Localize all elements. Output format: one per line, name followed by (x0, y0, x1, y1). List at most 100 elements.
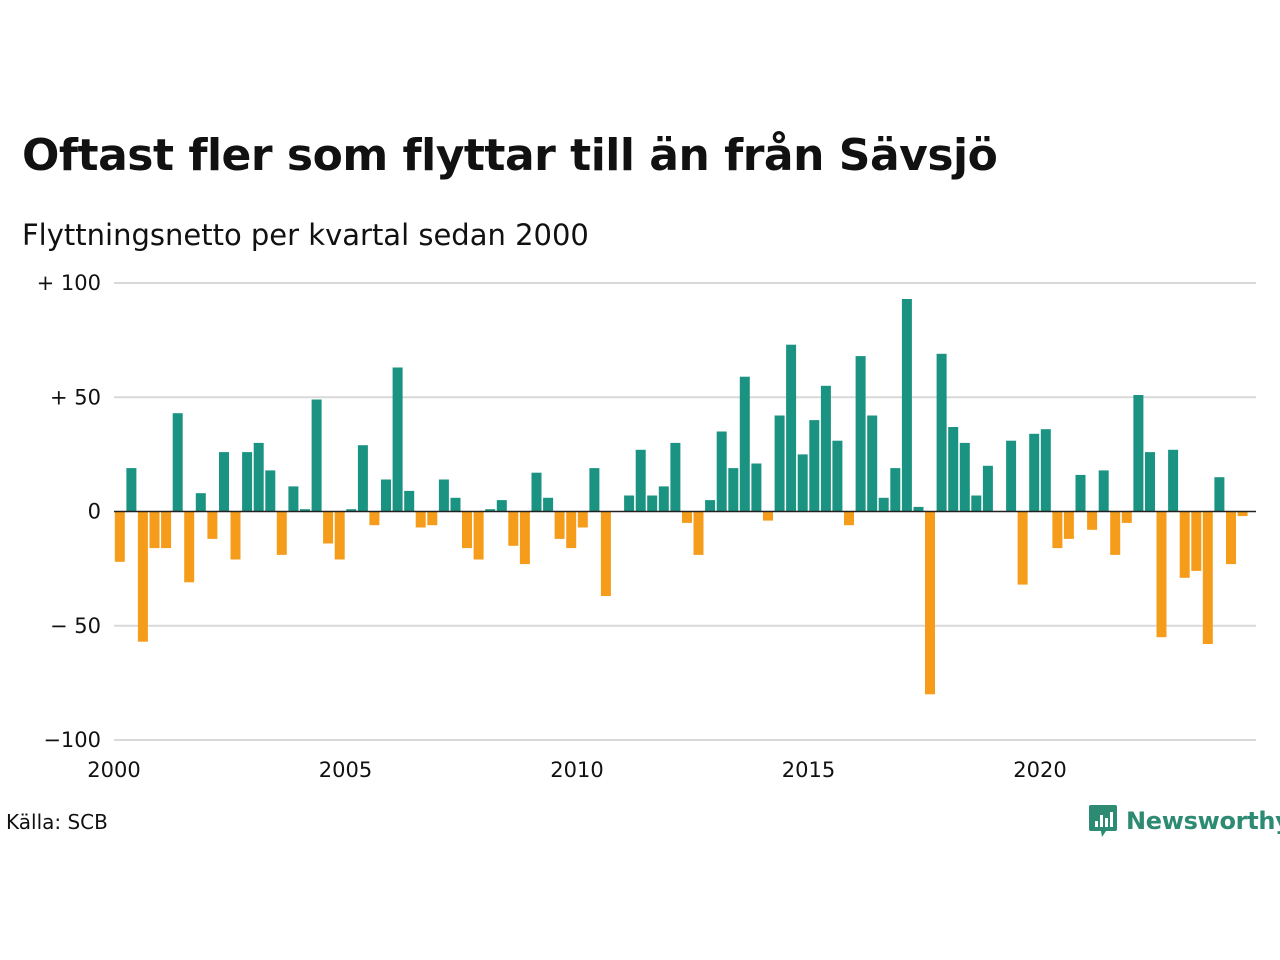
bar (820, 385, 831, 512)
bar (392, 367, 403, 512)
bar (566, 511, 577, 549)
newsworthy-logo: Newsworthy (1088, 803, 1280, 839)
bar (369, 511, 380, 526)
bar (1145, 452, 1155, 512)
bar (600, 511, 611, 596)
bar (890, 468, 901, 512)
bar (1191, 511, 1202, 571)
bar (739, 376, 750, 512)
bar (936, 353, 947, 512)
bar (114, 511, 125, 562)
bar (276, 511, 287, 555)
bar (670, 442, 681, 512)
bar (1075, 474, 1086, 512)
bar (415, 511, 426, 528)
x-tick-label: 2015 (782, 758, 835, 782)
bar (809, 420, 820, 512)
bar (346, 509, 357, 512)
bar (658, 486, 669, 512)
bar (855, 356, 866, 512)
y-tick-label: − 50 (50, 614, 101, 638)
bar (311, 399, 322, 512)
logo-text: Newsworthy (1126, 807, 1280, 835)
bar (149, 511, 160, 549)
bar (508, 511, 519, 546)
x-tick-label: 2020 (1013, 758, 1066, 782)
bar (878, 497, 889, 512)
bar (357, 445, 368, 512)
bar (438, 479, 449, 512)
bar (971, 495, 982, 512)
bar (427, 511, 438, 526)
bar (577, 511, 588, 528)
bar (728, 468, 739, 512)
bar (1017, 511, 1028, 585)
bar (982, 465, 993, 512)
bar (693, 511, 704, 555)
bar (230, 511, 241, 560)
bar (1063, 511, 1074, 539)
bar (913, 506, 924, 512)
x-tick-label: 2000 (87, 758, 140, 782)
y-tick-label: + 50 (50, 385, 101, 409)
bar (126, 468, 137, 512)
bar (404, 490, 415, 512)
y-tick-label: 0 (88, 500, 101, 524)
bar (462, 511, 472, 549)
bar (172, 413, 183, 512)
bar (242, 452, 253, 512)
bar (1029, 433, 1040, 512)
x-tick-label: 2005 (319, 758, 372, 782)
bar (253, 442, 264, 512)
bar (1121, 511, 1132, 523)
bar (844, 511, 854, 526)
bar (1202, 511, 1213, 644)
bar (624, 495, 635, 512)
bar (381, 479, 391, 512)
source-label: Källa: SCB (6, 810, 108, 834)
bar (1237, 511, 1248, 517)
bar (763, 511, 773, 521)
bar (473, 511, 484, 560)
bar (1087, 511, 1098, 530)
bar (1006, 440, 1017, 512)
bar (716, 431, 727, 512)
bar (1040, 429, 1051, 512)
bar (207, 511, 218, 539)
bar (531, 472, 542, 512)
bar (797, 454, 808, 512)
bar (195, 493, 206, 512)
bar (1098, 470, 1109, 512)
bar (554, 511, 565, 539)
bar (635, 449, 646, 512)
bar (161, 511, 172, 549)
bar (1226, 511, 1236, 565)
y-tick-label: + 100 (37, 271, 101, 295)
bar (925, 511, 935, 695)
bar (450, 497, 461, 512)
bar (543, 497, 554, 512)
bar (682, 511, 692, 523)
bar (751, 463, 762, 512)
bar (948, 427, 959, 512)
bar (705, 500, 716, 512)
bar (496, 500, 507, 512)
bar (786, 344, 797, 512)
bar (334, 511, 345, 560)
bar (1168, 449, 1179, 512)
bar (137, 511, 148, 642)
bar (959, 442, 970, 512)
bar (184, 511, 195, 583)
bar (1133, 395, 1144, 512)
chart-subtitle: Flyttningsnetto per kvartal sedan 2000 (22, 218, 589, 252)
bar (485, 509, 496, 512)
bar (219, 452, 229, 512)
bar (589, 468, 600, 512)
bar (1110, 511, 1121, 555)
bar (901, 299, 912, 512)
bar (300, 509, 310, 512)
bar (647, 495, 658, 512)
bar (288, 486, 299, 512)
x-tick-label: 2010 (550, 758, 603, 782)
